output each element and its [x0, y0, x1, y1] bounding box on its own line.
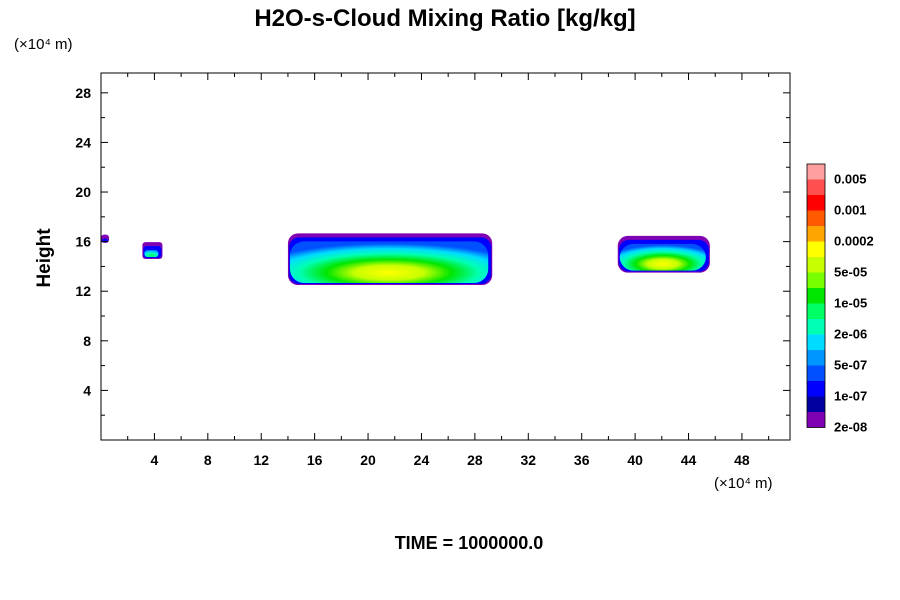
colorbar-label: 1e-07	[834, 389, 867, 404]
x-tick-label: 48	[734, 452, 750, 468]
colorbar-frame	[806, 163, 826, 428]
x-tick-label: 8	[204, 452, 212, 468]
y-axis-unit: (×10⁴ m)	[14, 36, 73, 53]
y-tick-label: 16	[75, 234, 91, 250]
x-tick-label: 44	[681, 452, 697, 468]
colorbar-swatch	[807, 396, 825, 412]
x-tick-label: 12	[253, 452, 269, 468]
chart-title: H2O-s-Cloud Mixing Ratio [kg/kg]	[254, 5, 635, 32]
colorbar-label: 0.005	[834, 172, 867, 187]
time-footer: TIME = 1000000.0	[395, 533, 544, 553]
colorbar-swatch	[807, 412, 825, 428]
colorbar-swatch	[807, 272, 825, 288]
x-tick-label: 28	[467, 452, 483, 468]
colorbar-swatch	[807, 381, 825, 397]
colorbar-label: 0.0002	[834, 234, 874, 249]
colorbar-swatch	[807, 210, 825, 226]
y-tick-label: 4	[83, 382, 91, 398]
cloud-region	[617, 235, 710, 273]
colorbar-swatch	[807, 365, 825, 381]
cloud-core	[144, 250, 159, 257]
cloud-region	[101, 234, 110, 243]
x-axis-unit: (×10⁴ m)	[714, 475, 773, 492]
colorbar-swatch	[807, 164, 825, 180]
colorbar-label: 0.001	[834, 203, 867, 218]
cloud-core	[619, 243, 706, 271]
colorbar-swatch	[807, 288, 825, 304]
colorbar-swatch	[807, 257, 825, 273]
colorbar-swatch	[807, 226, 825, 242]
y-tick-label: 28	[75, 85, 91, 101]
colorbar-legend: 0.005 0.001 0.0002 5e-05 1e-05 2e-06 5e-07 1e-0…	[806, 163, 874, 435]
cloud-contour	[102, 238, 109, 242]
x-tick-label: 20	[360, 452, 376, 468]
colorbar-label: 2e-06	[834, 327, 867, 342]
colorbar-swatch	[807, 241, 825, 257]
x-tick-label: 4	[151, 452, 159, 468]
colorbar-swatch	[807, 350, 825, 366]
colorbar-label: 2e-08	[834, 420, 867, 435]
plot-frame	[100, 72, 791, 441]
x-tick-label: 40	[627, 452, 643, 468]
colorbar-label: 5e-05	[834, 265, 867, 280]
cloud-region	[287, 233, 493, 286]
colorbar-swatch	[807, 334, 825, 350]
y-tick-label: 24	[75, 134, 91, 150]
colorbar-swatch	[807, 319, 825, 335]
x-tick-label: 16	[307, 452, 323, 468]
y-tick-label: 20	[75, 184, 91, 200]
y-tick-label: 8	[83, 333, 91, 349]
colorbar-label: 5e-07	[834, 358, 867, 373]
y-tick-label: 12	[75, 283, 91, 299]
colorbar-swatch	[807, 179, 825, 195]
cloud-region	[142, 242, 163, 259]
x-tick-label: 36	[574, 452, 590, 468]
cloud-core	[289, 241, 489, 284]
colorbar-swatch	[807, 303, 825, 319]
y-axis-label: Height	[34, 228, 55, 288]
colorbar-label: 1e-05	[834, 296, 867, 311]
x-tick-label: 24	[414, 452, 430, 468]
colorbar-swatch	[807, 195, 825, 211]
x-tick-label: 32	[520, 452, 536, 468]
